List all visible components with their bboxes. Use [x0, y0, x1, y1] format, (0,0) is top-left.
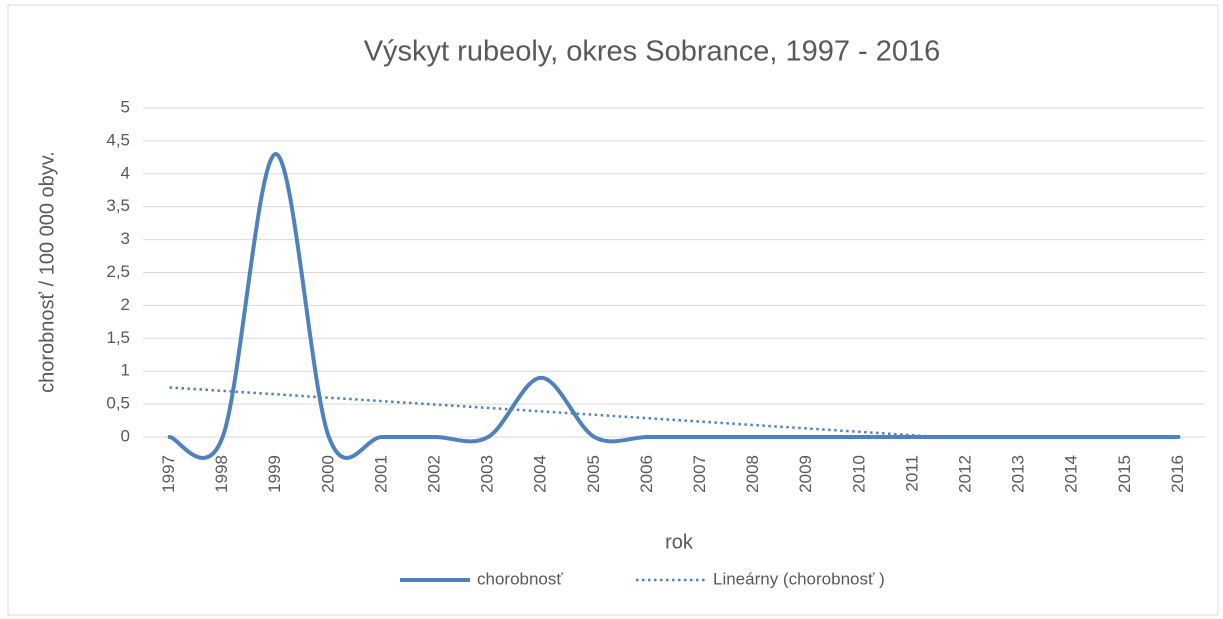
- y-tick-label: 3,5: [106, 196, 130, 215]
- chart-title: Výskyt rubeoly, okres Sobrance, 1997 - 2…: [364, 36, 941, 68]
- x-tick-label: 2003: [478, 455, 497, 493]
- x-tick-label: 2000: [318, 455, 337, 493]
- x-tick-label: 2016: [1168, 455, 1187, 493]
- y-tick-label: 2,5: [106, 262, 130, 281]
- y-tick-label: 0,5: [106, 394, 130, 413]
- x-tick-label: 2011: [902, 455, 921, 492]
- y-tick-label: 3: [121, 229, 130, 248]
- chart-frame: [7, 4, 1219, 616]
- y-tick-label: 5: [121, 97, 130, 116]
- line-series: [167, 152, 1181, 460]
- legend-label: chorobnosť: [477, 569, 563, 588]
- x-tick-label: 1999: [265, 455, 284, 493]
- x-tick-label: 2010: [849, 455, 868, 493]
- x-tick-label: 1997: [159, 455, 178, 493]
- x-tick-label: 2001: [371, 455, 390, 493]
- x-tick-label: 2005: [584, 455, 603, 493]
- y-tick-label: 0: [121, 426, 130, 445]
- x-tick-label: 2013: [1009, 455, 1028, 493]
- x-tick-label: 2015: [1115, 455, 1134, 493]
- x-tick-label: 2012: [956, 455, 975, 493]
- x-tick-label: 2014: [1062, 455, 1081, 493]
- x-tick-label: 2002: [425, 455, 444, 493]
- y-axis-label: chorobnosť / 100 000 obyv.: [36, 151, 58, 393]
- x-tick-label: 2007: [690, 455, 709, 493]
- y-tick-label: 2: [121, 295, 130, 314]
- x-tick-label: 2006: [637, 455, 656, 493]
- y-tick-label: 1,5: [106, 328, 130, 347]
- trendline: [169, 386, 941, 439]
- x-tick-label: 2004: [531, 455, 550, 493]
- x-tick-label: 2008: [743, 455, 762, 493]
- x-axis-label: rok: [665, 531, 694, 553]
- legend-label: Lineárny (chorobnosť ): [713, 569, 885, 588]
- x-tick-label: 2009: [796, 455, 815, 493]
- y-tick-label: 4: [121, 163, 130, 182]
- y-tick-label: 1: [121, 361, 130, 380]
- x-tick-label: 1998: [212, 455, 231, 493]
- y-tick-label: 4,5: [106, 130, 130, 149]
